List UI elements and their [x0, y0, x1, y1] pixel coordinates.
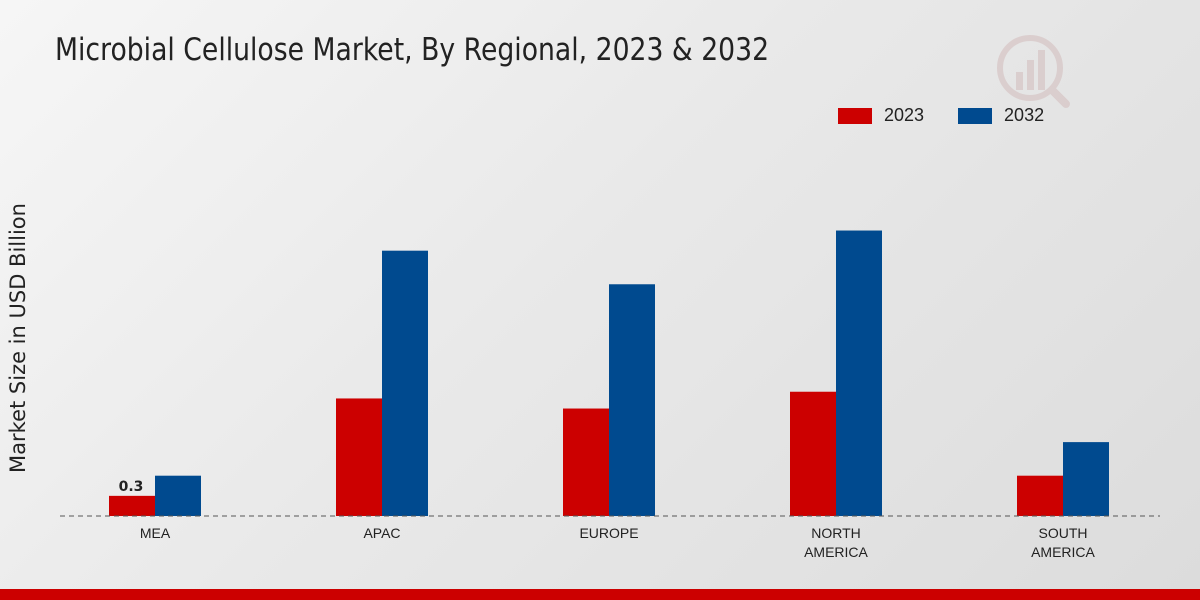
bar-2023-apac — [336, 398, 382, 516]
bar-2032-apac — [382, 250, 428, 516]
legend-label-2032: 2032 — [1004, 105, 1045, 125]
x-tick-label-mea: MEA — [140, 525, 171, 541]
x-tick-label-south-america: SOUTH AMERICA — [1031, 525, 1095, 560]
x-tick-label-europe: EUROPE — [579, 525, 638, 541]
bar-2023-europe — [563, 408, 609, 516]
bar-2023-south-america — [1017, 475, 1063, 516]
chart-title: Microbial Cellulose Market, By Regional,… — [55, 32, 770, 68]
legend-swatch-2023 — [838, 107, 872, 124]
bar-2032-europe — [609, 284, 655, 516]
legend-item-2032[interactable]: 2032 — [958, 105, 1044, 126]
x-tick-label-apac: APAC — [363, 525, 400, 541]
x-tick-label-north-america: NORTH AMERICA — [804, 525, 868, 560]
legend-item-2023[interactable]: 2023 — [838, 105, 924, 126]
bar-2023-north-america — [790, 391, 836, 516]
bar-2032-north-america — [836, 230, 882, 516]
brand-logo-icon — [997, 35, 1070, 108]
bar-2023-mea — [109, 495, 155, 516]
data-label-2023-mea: 0.3 — [119, 479, 144, 495]
legend-label-2023: 2023 — [884, 105, 925, 125]
legend-swatch-2032 — [958, 107, 993, 124]
bar-2032-south-america — [1063, 442, 1109, 516]
bottom-accent-bar — [0, 589, 1200, 600]
bar-2032-mea — [155, 475, 201, 516]
chart-legend: 2023 2032 — [838, 105, 1044, 126]
